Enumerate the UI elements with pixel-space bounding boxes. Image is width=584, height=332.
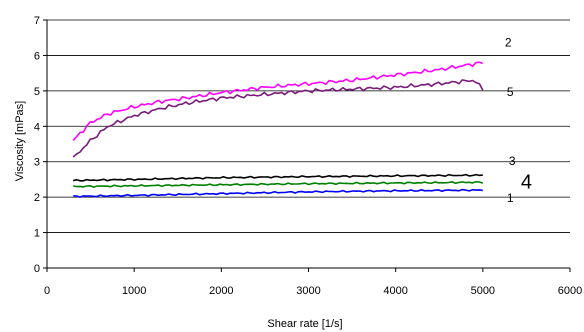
series-label-1: 1 [507,191,514,205]
series-label-4: 4 [521,171,532,193]
series-lines [72,61,484,198]
y-tick-label: 6 [34,50,40,62]
series-line-3 [72,173,483,182]
x-tick-label: 1000 [122,285,146,297]
series-line-1 [73,188,483,198]
labels: 2 5 341 [505,36,532,206]
y-tick-label: 4 [34,121,40,133]
series-label-3: 3 [509,154,516,168]
x-tick-label: 4000 [383,285,407,297]
series-line-4 [73,181,484,188]
x-axis-title: Shear rate [1/s] [267,318,342,330]
y-axis-title: Viscosity [mPas] [14,101,26,182]
y-tick-label: 2 [34,192,40,204]
series-line-2 [72,61,484,142]
y-tick-label: 5 [34,86,40,98]
y-tick-label: 0 [34,263,40,275]
x-tick-label: 0 [44,285,50,297]
series-label-5: 5 [507,85,514,99]
grid-lines [47,19,570,233]
y-tick-label: 3 [34,157,40,169]
series-label-2: 2 [505,36,512,50]
y-tick-label: 7 [34,15,40,27]
x-tick-label: 3000 [296,285,320,297]
y-tick-label: 1 [34,228,40,240]
x-tick-label: 5000 [471,285,495,297]
x-tick-label: 6000 [558,285,582,297]
x-tick-label: 2000 [209,285,233,297]
series-line-5 [72,79,484,158]
